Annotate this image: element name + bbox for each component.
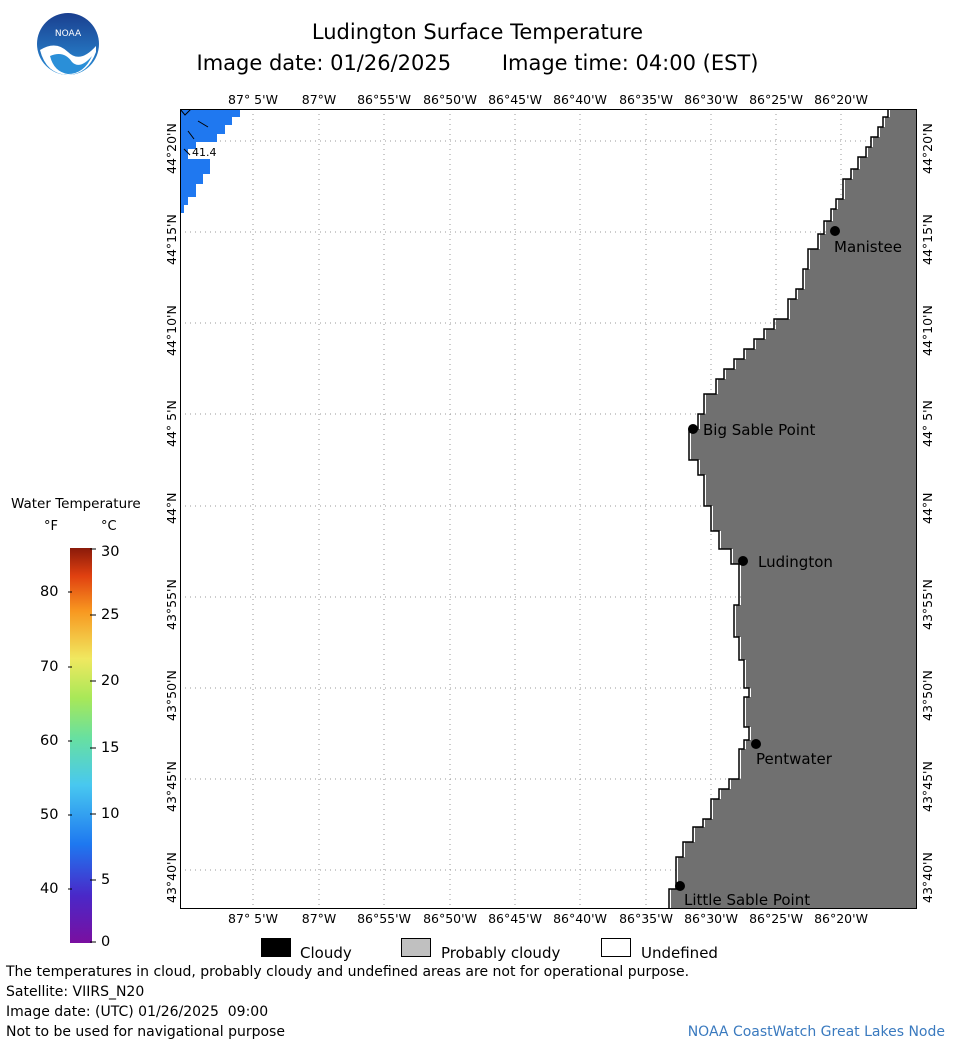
colorbar-c-tick: 15 (101, 740, 120, 756)
lat-label-right: 44° 5'N (920, 400, 935, 447)
lon-label-top: 86°25'W (749, 92, 803, 107)
colorbar (68, 548, 96, 943)
lon-label-bottom: 86°50'W (423, 911, 477, 926)
page-title: Ludington Surface Temperature (311, 20, 644, 44)
lat-label-left: 43°55'N (164, 579, 179, 630)
city-ludington: Ludington (758, 553, 833, 571)
lon-label-top: 87° 5'W (228, 92, 278, 107)
lon-label-top: 86°45'W (488, 92, 542, 107)
lon-label-bottom: 86°35'W (619, 911, 673, 926)
colorbar-c-tick: 5 (101, 872, 111, 888)
temperature-map: 41.4 Manistee Big Sable Point Ludington … (180, 109, 917, 909)
lat-label-left: 44°20'N (164, 123, 179, 174)
legend-label-undefined: Undefined (641, 944, 718, 962)
legend-swatch-undefined (601, 938, 631, 957)
city-little-sable-point: Little Sable Point (684, 891, 810, 909)
legend-label-cloudy: Cloudy (300, 944, 352, 962)
footer-nav-warning: Not to be used for navigational purpose (6, 1024, 285, 1040)
footer-note: The temperatures in cloud, probably clou… (6, 964, 690, 980)
legend-label-probably-cloudy: Probably cloudy (441, 944, 561, 962)
temperature-label: 41.4 (192, 146, 217, 159)
city-manistee: Manistee (834, 238, 902, 256)
colorbar-title: Water Temperature (11, 496, 141, 512)
water-temperature-patch (180, 109, 240, 213)
image-date-label: Image date: 01/26/2025 (196, 51, 452, 75)
colorbar-f-tick: 40 (40, 881, 59, 897)
lat-label-right: 44°N (920, 492, 935, 524)
legend-swatch-cloudy (261, 938, 291, 957)
lon-label-bottom: 86°55'W (357, 911, 411, 926)
city-pentwater: Pentwater (756, 750, 833, 768)
colorbar-c-tick: 10 (101, 806, 120, 822)
lat-label-right: 44°10'N (920, 305, 935, 356)
coastline (668, 109, 889, 909)
lat-label-right: 43°50'N (920, 670, 935, 721)
logo-text: NOAA (55, 29, 82, 39)
lat-label-right: 43°40'N (920, 852, 935, 903)
lat-label-right: 43°55'N (920, 579, 935, 630)
legend-swatch-probably-cloudy (401, 938, 431, 957)
lon-label-top: 86°30'W (684, 92, 738, 107)
lon-label-bottom: 86°40'W (553, 911, 607, 926)
lon-label-top: 86°35'W (619, 92, 673, 107)
lon-label-bottom: 87° 5'W (228, 911, 278, 926)
colorbar-unit-f: °F (44, 519, 58, 534)
lat-label-left: 44° 5'N (164, 400, 179, 447)
colorbar-c-tick: 0 (101, 934, 111, 950)
little-sable-point-marker (675, 881, 685, 891)
ludington-marker (738, 556, 748, 566)
colorbar-f-tick: 80 (40, 584, 59, 600)
big-sable-point-marker (688, 424, 698, 434)
lat-label-left: 44°10'N (164, 305, 179, 356)
lat-label-left: 44°15'N (164, 214, 179, 265)
colorbar-f-tick: 50 (40, 807, 59, 823)
lat-label-right: 44°20'N (920, 123, 935, 174)
colorbar-f-tick: 70 (40, 659, 59, 675)
pentwater-marker (751, 739, 761, 749)
lon-label-top: 86°55'W (357, 92, 411, 107)
footer-credit: NOAA CoastWatch Great Lakes Node (687, 1024, 945, 1040)
lon-label-bottom: 86°25'W (749, 911, 803, 926)
colorbar-unit-c: °C (101, 519, 117, 534)
lat-label-right: 43°45'N (920, 761, 935, 812)
colorbar-c-tick: 25 (101, 607, 120, 623)
land-area (671, 109, 917, 909)
colorbar-c-tick: 30 (101, 544, 120, 560)
lat-label-left: 44°N (164, 492, 179, 524)
lat-label-left: 43°50'N (164, 670, 179, 721)
footer-satellite: Satellite: VIIRS_N20 (6, 984, 145, 1000)
lat-label-left: 43°45'N (164, 761, 179, 812)
lon-label-top: 86°50'W (423, 92, 477, 107)
lat-label-left: 43°40'N (164, 852, 179, 903)
lon-label-top: 86°20'W (814, 92, 868, 107)
image-date-time: Image date: 01/26/2025 Image time: 04:00… (0, 51, 955, 75)
lon-label-top: 87°W (301, 92, 337, 107)
lon-label-bottom: 86°30'W (684, 911, 738, 926)
colorbar-f-tick: 60 (40, 733, 59, 749)
image-time-label: Image time: 04:00 (EST) (501, 51, 759, 75)
lon-label-bottom: 86°20'W (814, 911, 868, 926)
manistee-marker (830, 226, 840, 236)
lat-label-right: 44°15'N (920, 214, 935, 265)
map-frame (180, 109, 917, 909)
city-big-sable-point: Big Sable Point (703, 421, 816, 439)
noaa-logo-icon: NOAA (37, 13, 99, 75)
lon-label-bottom: 87°W (301, 911, 337, 926)
colorbar-c-tick: 20 (101, 673, 120, 689)
lon-label-bottom: 86°45'W (488, 911, 542, 926)
footer-utc-date: Image date: (UTC) 01/26/2025 09:00 (6, 1004, 269, 1020)
lon-label-top: 86°40'W (553, 92, 607, 107)
